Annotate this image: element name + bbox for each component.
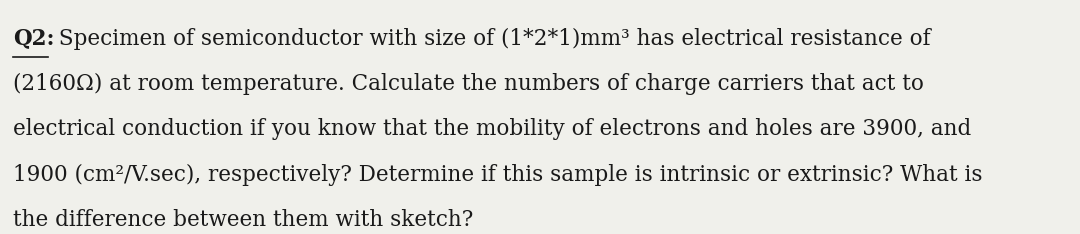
Text: Specimen of semiconductor with size of (1*2*1)mm³ has electrical resistance of: Specimen of semiconductor with size of (… [53, 27, 931, 50]
Text: electrical conduction if you know that the mobility of electrons and holes are 3: electrical conduction if you know that t… [13, 118, 972, 140]
Text: the difference between them with sketch?: the difference between them with sketch? [13, 209, 473, 231]
Text: Q2:: Q2: [13, 27, 55, 49]
Text: 1900 (cm²/V.sec), respectively? Determine if this sample is intrinsic or extrins: 1900 (cm²/V.sec), respectively? Determin… [13, 164, 983, 186]
Text: (2160Ω) at room temperature. Calculate the numbers of charge carriers that act t: (2160Ω) at room temperature. Calculate t… [13, 73, 924, 95]
